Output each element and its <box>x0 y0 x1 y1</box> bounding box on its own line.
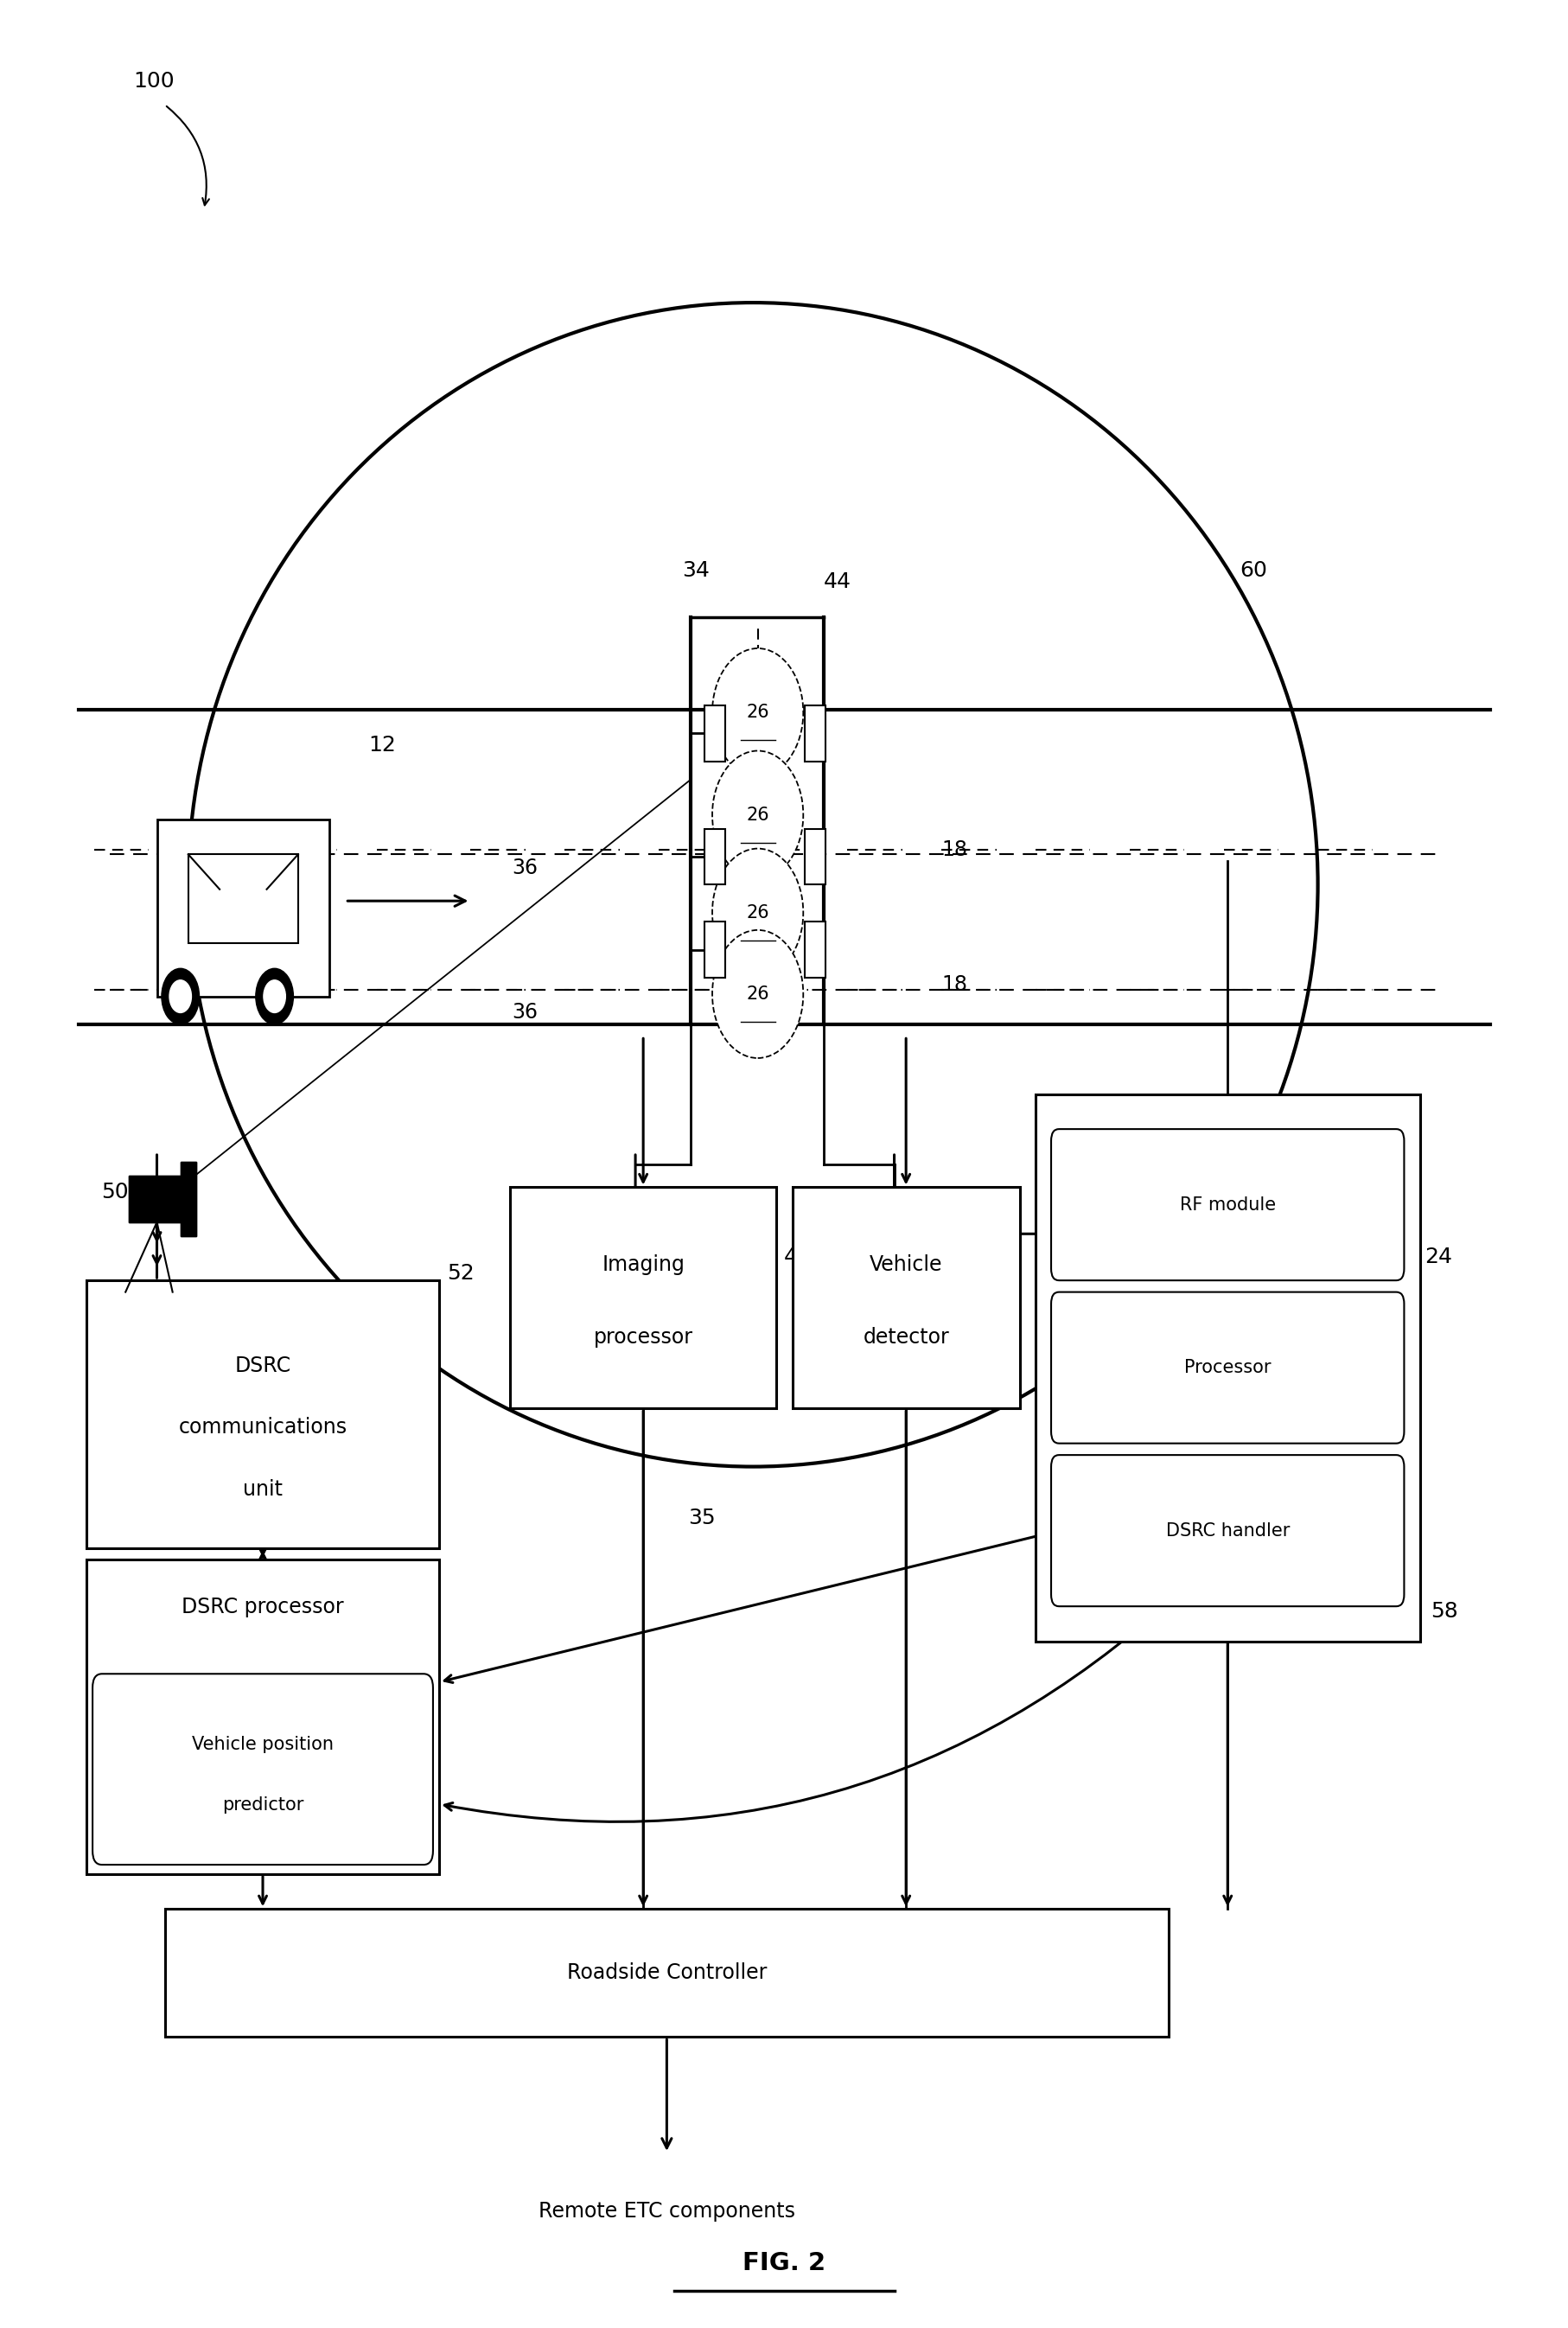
Text: 18: 18 <box>941 975 967 994</box>
Text: unit: unit <box>243 1478 282 1499</box>
Text: Reader: Reader <box>1190 1138 1264 1159</box>
Bar <box>804 922 825 978</box>
Circle shape <box>263 980 285 1013</box>
Text: processor: processor <box>593 1327 693 1348</box>
Bar <box>792 1187 1019 1408</box>
Text: Vehicle: Vehicle <box>869 1255 942 1276</box>
Text: 26: 26 <box>746 703 768 722</box>
Bar <box>157 819 329 996</box>
Ellipse shape <box>712 750 803 880</box>
Polygon shape <box>129 1162 196 1236</box>
Bar <box>510 1187 776 1408</box>
Text: Remote ETC components: Remote ETC components <box>538 2202 795 2221</box>
Text: 12: 12 <box>368 736 397 754</box>
Text: predictor: predictor <box>223 1797 303 1814</box>
Text: 35: 35 <box>688 1509 715 1527</box>
FancyBboxPatch shape <box>1051 1129 1403 1280</box>
Ellipse shape <box>712 650 803 778</box>
Text: 18: 18 <box>941 840 967 859</box>
Circle shape <box>169 980 191 1013</box>
Text: 58: 58 <box>1430 1602 1457 1620</box>
Text: 44: 44 <box>823 573 851 591</box>
Ellipse shape <box>712 850 803 978</box>
Circle shape <box>256 968 293 1024</box>
Bar <box>704 829 724 885</box>
Text: 26: 26 <box>746 985 768 1003</box>
Text: 26: 26 <box>746 903 768 922</box>
Text: communications: communications <box>179 1418 347 1439</box>
Text: 42: 42 <box>571 1387 599 1406</box>
Text: 36: 36 <box>511 859 538 878</box>
Text: FIG. 2: FIG. 2 <box>743 2251 825 2274</box>
Text: 24: 24 <box>1424 1248 1452 1266</box>
Text: Roadside Controller: Roadside Controller <box>566 1963 767 1983</box>
FancyBboxPatch shape <box>1051 1455 1403 1606</box>
Bar <box>86 1280 439 1548</box>
Text: 50: 50 <box>102 1183 129 1201</box>
Text: 34: 34 <box>682 561 710 580</box>
FancyBboxPatch shape <box>1051 1292 1403 1443</box>
Bar <box>804 829 825 885</box>
Ellipse shape <box>712 931 803 1057</box>
Text: 56: 56 <box>394 1602 420 1620</box>
Text: 54: 54 <box>91 1523 118 1541</box>
Bar <box>704 922 724 978</box>
Text: 52: 52 <box>447 1264 474 1283</box>
Bar <box>704 705 724 761</box>
Ellipse shape <box>188 303 1317 1467</box>
Text: DSRC handler: DSRC handler <box>1165 1523 1289 1539</box>
Text: 20: 20 <box>274 840 303 859</box>
Bar <box>804 705 825 761</box>
FancyBboxPatch shape <box>93 1674 433 1865</box>
Polygon shape <box>129 1162 196 1236</box>
Text: 30: 30 <box>143 1811 169 1830</box>
Text: RF module: RF module <box>1179 1197 1275 1213</box>
Circle shape <box>162 968 199 1024</box>
Bar <box>86 1560 439 1874</box>
Text: 17: 17 <box>930 1266 956 1285</box>
Text: 100: 100 <box>133 72 174 91</box>
Bar <box>165 1909 1168 2037</box>
Text: Imaging: Imaging <box>602 1255 684 1276</box>
Text: detector: detector <box>862 1327 949 1348</box>
Text: 36: 36 <box>511 1003 538 1022</box>
Text: 22: 22 <box>238 929 267 947</box>
Text: DSRC: DSRC <box>235 1355 290 1376</box>
Text: 60: 60 <box>1239 561 1267 580</box>
Text: 40: 40 <box>782 1248 811 1266</box>
Text: DSRC processor: DSRC processor <box>182 1597 343 1618</box>
Bar <box>1035 1094 1419 1641</box>
Text: 26: 26 <box>746 805 768 824</box>
Text: Vehicle position: Vehicle position <box>191 1737 334 1753</box>
Bar <box>188 854 298 943</box>
Text: Processor: Processor <box>1184 1360 1270 1376</box>
